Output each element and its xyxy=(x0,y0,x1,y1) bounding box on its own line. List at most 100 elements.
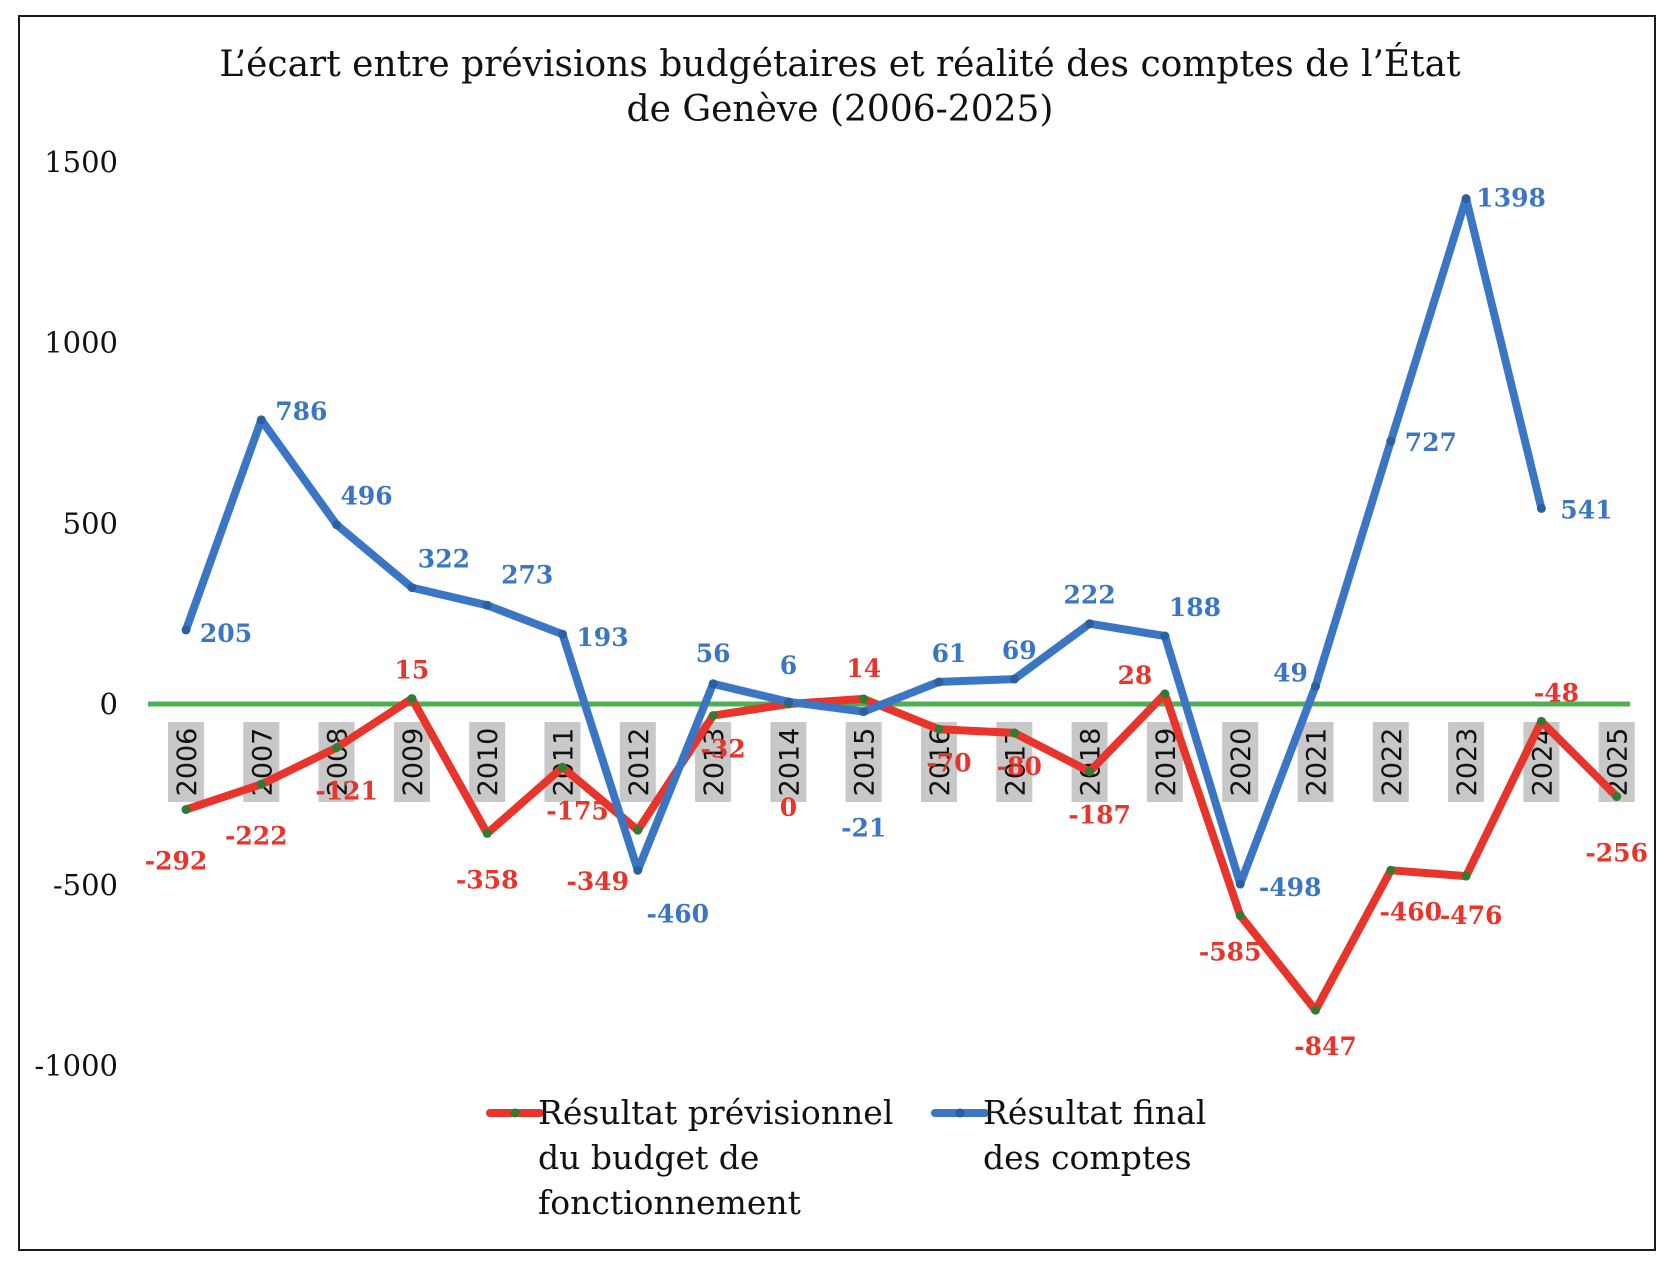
data-point xyxy=(1461,194,1471,204)
data-label-budget: -292 xyxy=(145,847,208,876)
x-tick-label-group: 2023 xyxy=(1448,722,1485,802)
x-tick-label: 2023 xyxy=(1452,728,1483,797)
data-label-final: -498 xyxy=(1259,873,1322,902)
x-tick-background xyxy=(1448,722,1485,802)
data-label-budget: -175 xyxy=(546,796,609,825)
data-label-final: 727 xyxy=(1405,428,1457,457)
data-point xyxy=(1311,681,1320,691)
data-point xyxy=(1085,619,1095,629)
data-point xyxy=(1386,436,1396,446)
data-label-final: 56 xyxy=(696,639,731,668)
legend-item-budget: Résultat prévisionnel du budget de fonctio… xyxy=(486,1093,893,1222)
data-label-final: 786 xyxy=(275,397,327,426)
x-tick-label-group: 2006 xyxy=(168,722,204,802)
data-label-final: 188 xyxy=(1169,593,1221,622)
data-label-final: 496 xyxy=(341,482,393,511)
legend-marker xyxy=(510,1108,520,1118)
data-label-budget: -32 xyxy=(701,735,746,764)
data-point xyxy=(1612,792,1622,802)
chart-title-line: de Genève (2006-2025) xyxy=(627,89,1054,130)
x-tick-label-group: 2010 xyxy=(469,722,506,802)
x-tick-background xyxy=(544,722,581,802)
data-label-budget: -222 xyxy=(225,821,288,850)
y-tick-label: -1000 xyxy=(34,1049,118,1083)
data-label-final: 1398 xyxy=(1476,184,1546,213)
x-tick-background xyxy=(1372,722,1409,802)
data-point xyxy=(633,865,643,875)
data-label-budget: 15 xyxy=(395,656,430,685)
x-tick-background xyxy=(1146,722,1183,802)
legend-label: du budget de xyxy=(538,1138,759,1177)
x-tick-label: 2021 xyxy=(1302,728,1333,797)
data-point xyxy=(1235,910,1245,920)
data-point xyxy=(1235,879,1245,889)
data-point xyxy=(934,677,944,687)
x-tick-label-group: 2024 xyxy=(1523,722,1560,802)
data-point xyxy=(407,694,417,704)
data-point xyxy=(934,724,944,734)
data-point xyxy=(332,743,342,753)
data-label-budget: -476 xyxy=(1440,901,1503,930)
data-label-final: 69 xyxy=(1002,636,1037,665)
data-label-final: 273 xyxy=(501,560,553,589)
data-label-final: 193 xyxy=(576,623,628,652)
x-tick-background xyxy=(1071,722,1108,802)
data-point xyxy=(1386,865,1396,875)
data-point xyxy=(1160,631,1170,641)
x-tick-label-group: 2015 xyxy=(845,722,882,802)
data-label-final: 222 xyxy=(1064,581,1116,610)
x-tick-label: 2015 xyxy=(850,728,881,797)
data-point xyxy=(407,583,417,593)
x-tick-label-group: 2021 xyxy=(1297,722,1334,802)
data-label-budget: -121 xyxy=(315,777,378,806)
data-label-budget: -256 xyxy=(1585,839,1648,868)
data-point xyxy=(859,707,869,717)
data-label-budget: 0 xyxy=(780,793,797,822)
legend-label: Résultat final xyxy=(983,1093,1206,1132)
data-point xyxy=(1536,503,1546,513)
data-point xyxy=(1536,716,1546,726)
data-point xyxy=(1311,1005,1320,1015)
data-point xyxy=(256,415,266,425)
data-label-final: -460 xyxy=(647,899,710,928)
x-tick-label: 2013 xyxy=(699,728,730,797)
data-label-final: -21 xyxy=(841,814,886,843)
data-label-final: 6 xyxy=(780,651,797,680)
x-tick-label: 2022 xyxy=(1377,728,1408,797)
x-tick-label-group: 2011 xyxy=(544,722,581,802)
data-label-budget: -847 xyxy=(1294,1032,1357,1061)
chart-title-line: L’écart entre prévisions budgétaires et … xyxy=(219,43,1461,85)
x-tick-background xyxy=(1222,722,1259,802)
data-point xyxy=(1160,689,1170,699)
y-tick-label: 500 xyxy=(63,506,118,540)
data-label-final: 61 xyxy=(932,639,967,668)
x-tick-label: 2006 xyxy=(172,728,203,797)
data-point xyxy=(783,697,793,707)
data-label-budget: -585 xyxy=(1199,937,1262,966)
data-label-final: 322 xyxy=(418,545,470,574)
data-point xyxy=(558,762,567,772)
x-tick-label-group: 2012 xyxy=(619,722,656,802)
x-tick-background xyxy=(770,722,807,802)
x-tick-label-group: 2020 xyxy=(1222,722,1259,802)
x-tick-label-group: 2022 xyxy=(1372,722,1409,802)
y-tick-label: 1500 xyxy=(44,145,118,179)
chart-frame xyxy=(18,15,1656,1251)
x-tick-background xyxy=(469,722,506,802)
legend-item-final: Résultat final des comptes xyxy=(931,1093,1206,1177)
series-line-budget xyxy=(182,689,1621,1015)
y-tick-label: 0 xyxy=(100,687,118,721)
data-label-budget: -460 xyxy=(1380,897,1443,926)
x-tick-label-group: 2009 xyxy=(393,722,430,802)
x-tick-label: 2016 xyxy=(925,728,956,797)
data-label-final: 49 xyxy=(1273,658,1308,687)
data-point xyxy=(633,825,643,835)
data-point xyxy=(482,600,492,610)
data-label-budget: -70 xyxy=(926,748,971,777)
data-point xyxy=(708,711,718,721)
data-point xyxy=(859,694,869,704)
data-label-budget: -349 xyxy=(567,867,630,896)
data-label-budget: 14 xyxy=(846,654,881,683)
x-tick-label-group: 2016 xyxy=(921,722,957,802)
x-tick-label: 2014 xyxy=(774,728,805,797)
